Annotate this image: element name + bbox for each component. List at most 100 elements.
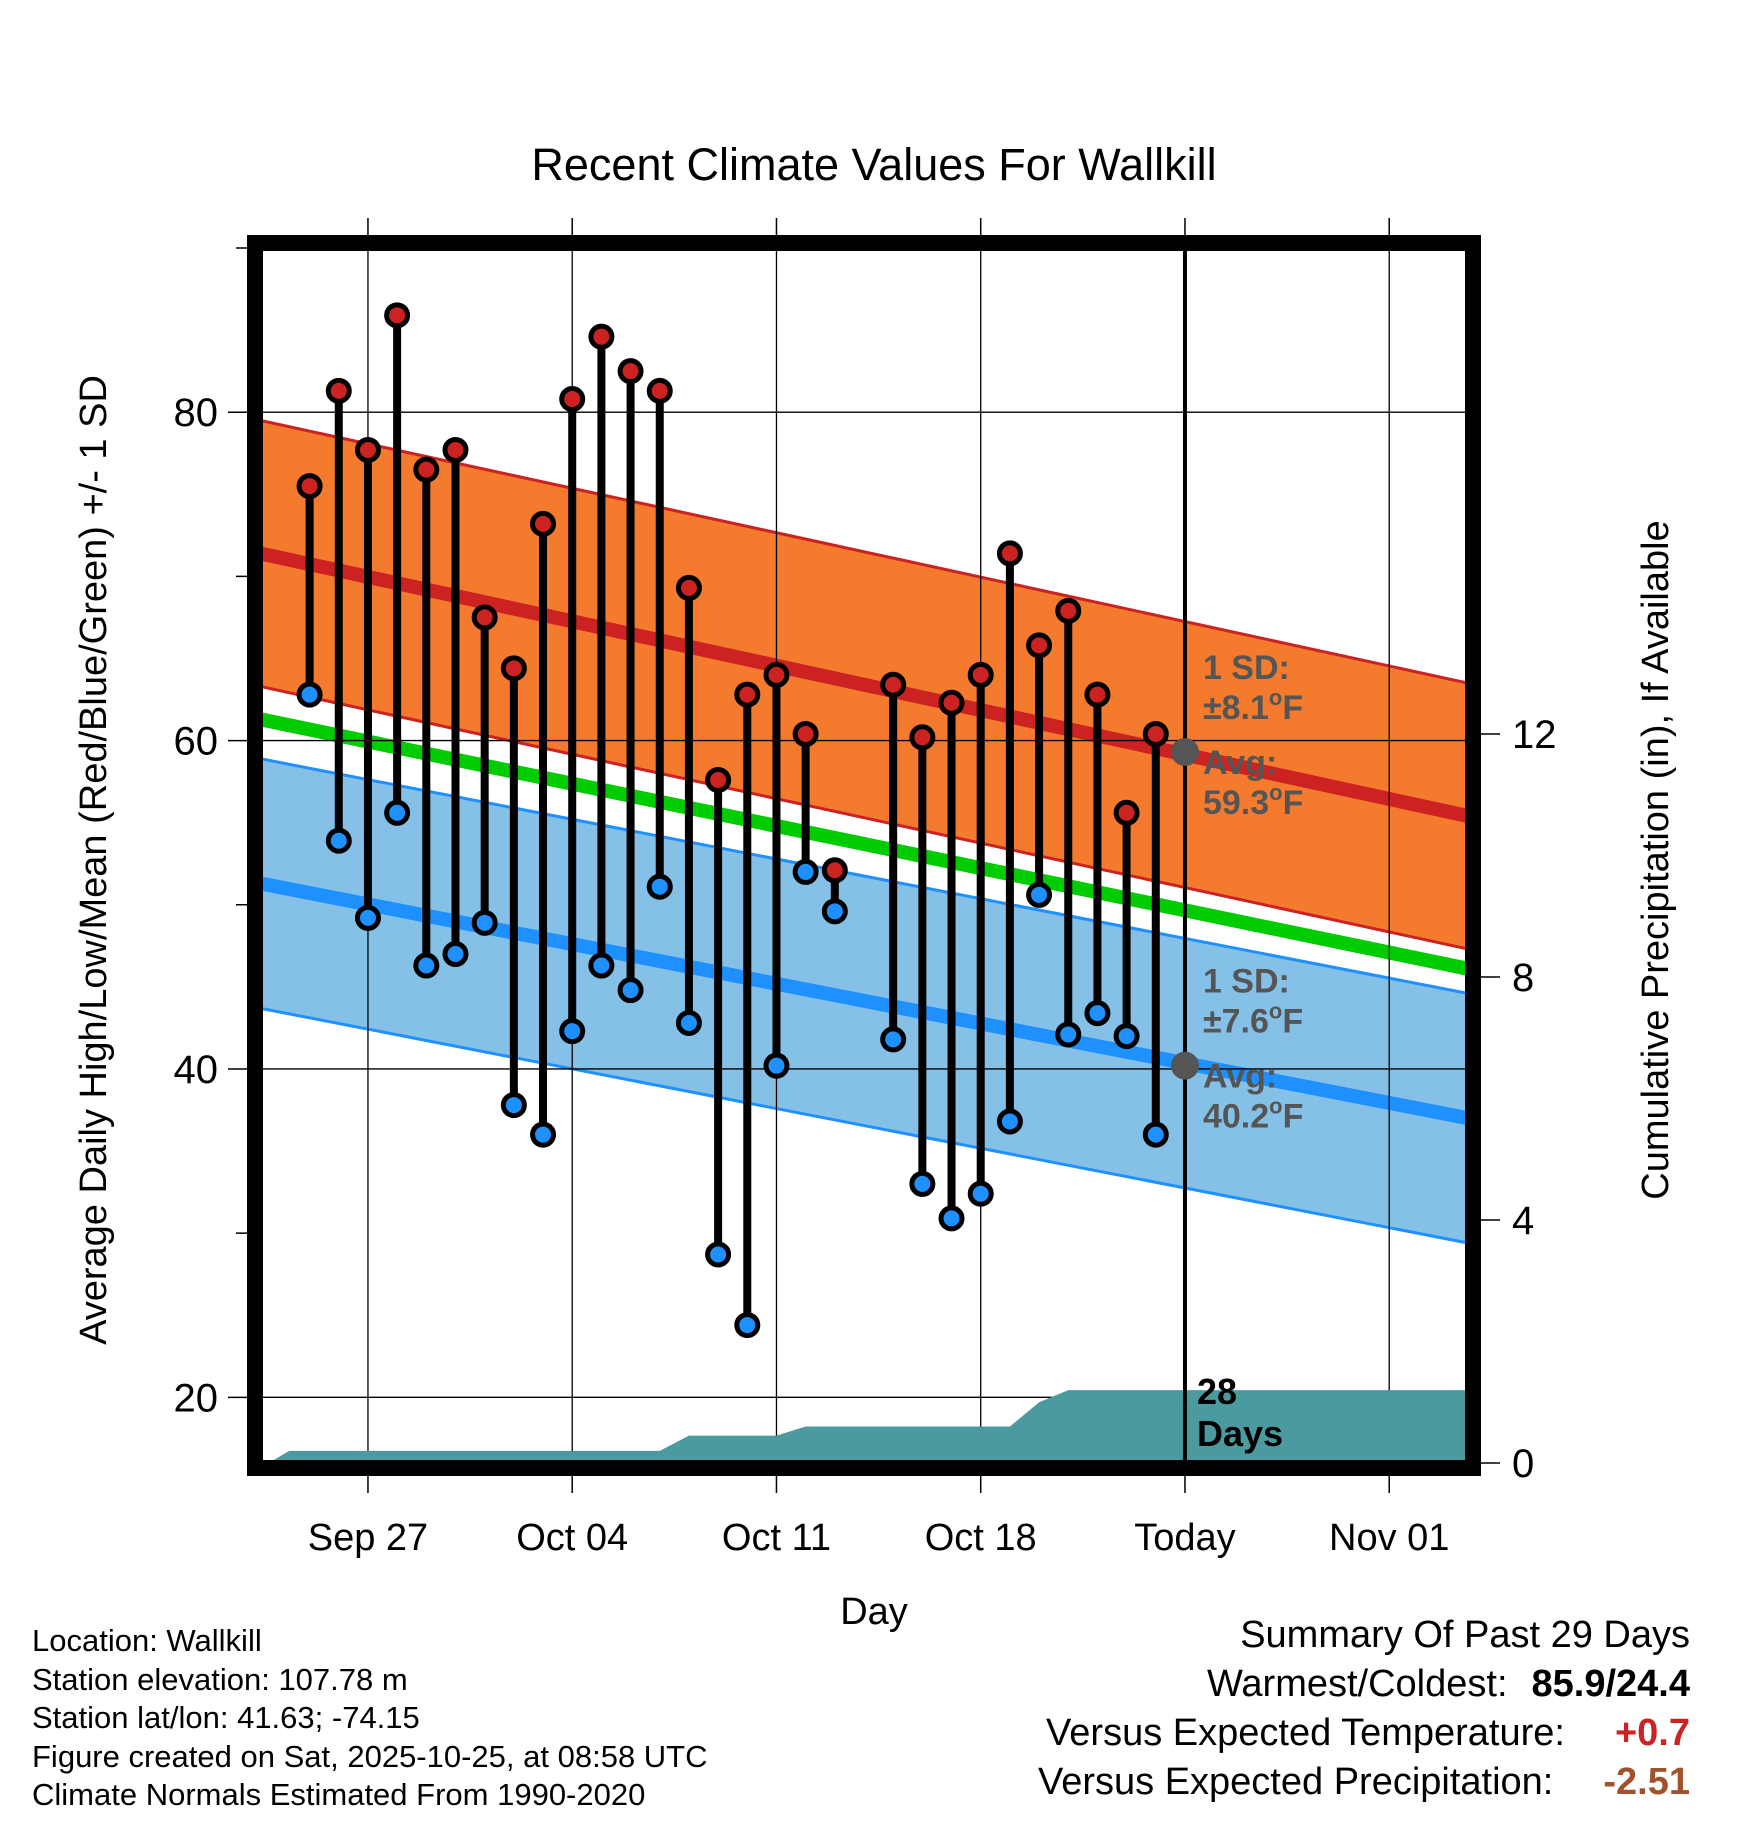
daily-high-point [734,681,761,708]
x-tick-label: Sep 27 [308,1517,428,1559]
daily-high-point [675,574,702,601]
daily-low-point [996,1108,1023,1135]
daily-low-point [675,1009,702,1036]
daily-low-point [646,873,673,900]
daily-high-point [1055,597,1082,624]
daily-high-point [938,689,965,716]
daily-high-point [559,386,586,413]
daily-high-point [617,358,644,385]
daily-high-point [530,510,557,537]
info-latlon: Station lat/lon: 41.63; -74.15 [32,1700,420,1735]
daily-low-point [1142,1121,1169,1148]
daily-low-point [559,1018,586,1045]
daily-high-point [354,436,381,463]
high-sd-band-lower-edge [260,684,1468,951]
high-avg-label: Avg: [1203,744,1277,782]
daily-low-point [325,827,352,854]
daily-high-point [1113,799,1140,826]
daily-high-point [1026,632,1053,659]
y2-axis-label: Cumulative Precipitation (in), If Availa… [1635,520,1677,1199]
x-tick-label: Oct 11 [722,1517,831,1559]
daily-low-point [296,681,323,708]
low-sd-band-upper-edge [260,757,1468,995]
daily-high-point [880,671,907,698]
info-created: Figure created on Sat, 2025-10-25, at 08… [32,1738,708,1774]
daily-high-point [792,721,819,747]
daily-high-point [325,377,352,404]
daily-low-point [705,1241,732,1268]
low-sd-band-lower-edge [260,1006,1468,1245]
daily-high-point [1084,681,1111,708]
daily-low-point [1084,1000,1111,1027]
daily-low-point [938,1205,965,1232]
daily-low-point [1026,881,1053,908]
normal-low-line [260,876,1468,1126]
days-count-value: 28 [1197,1371,1237,1412]
daily-high-point [296,473,323,500]
daily-low-point [471,909,498,936]
today-low-avg-marker [1170,1051,1199,1080]
warm-cold-label: Warmest/Coldest: [1206,1663,1508,1705]
low-avg-value: 40.2oF [1203,1094,1303,1136]
x-tick-label: Today [1134,1517,1235,1559]
x-axis-label: Day [840,1591,908,1633]
daily-high-point [588,323,615,350]
daily-high-point [413,456,440,483]
temp-value: +0.7 [1614,1712,1690,1754]
precip-value: -2.51 [1603,1761,1690,1803]
high-sd-label: 1 SD: [1203,649,1290,687]
y2-tick-label: 12 [1512,713,1557,757]
y-tick-label: 20 [174,1376,219,1420]
x-tick-label: Oct 04 [516,1517,628,1559]
daily-low-point [500,1092,527,1119]
low-sd-value: ±7.6oF [1203,999,1303,1041]
normal-mean-line [260,712,1468,976]
y-tick-label: 60 [174,720,219,764]
warm-cold-value: 85.9/24.4 [1531,1663,1690,1705]
y2-tick-label: 4 [1512,1199,1534,1243]
today-high-avg-marker [1170,738,1199,767]
low-sd-label: 1 SD: [1203,963,1290,1001]
precipitation-area [260,1390,1468,1463]
y-tick-label: 40 [174,1048,219,1092]
normal-high-line [260,546,1468,823]
daily-low-point [763,1052,790,1079]
daily-high-point [384,302,411,329]
daily-low-point [588,952,615,979]
info-elevation: Station elevation: 107.78 m [32,1661,408,1697]
days-count-label: Days [1197,1413,1283,1454]
station-info: Location: Wallkill Station elevation: 10… [32,1622,708,1815]
daily-low-point [792,858,819,885]
daily-high-point [500,655,527,682]
daily-high-point [996,540,1023,567]
info-normals: Climate Normals Estimated From 1990-2020 [32,1777,646,1812]
high-sd-value: ±8.1oF [1203,685,1303,727]
daily-high-point [763,661,790,688]
daily-low-point [1113,1023,1140,1050]
daily-high-point [646,377,673,404]
daily-low-point [384,799,411,826]
daily-high-point [1142,721,1169,747]
y2-tick-label: 0 [1512,1442,1534,1486]
summary-panel: Summary Of Past 29 Days Warmest/Coldest:… [1038,1614,1690,1810]
daily-high-point [442,436,469,463]
daily-low-point [909,1170,936,1197]
high-sd-band-upper-edge [260,418,1468,685]
daily-low-point [530,1121,557,1148]
temp-label: Versus Expected Temperature: [1046,1712,1565,1754]
daily-low-point [821,898,848,925]
daily-low-point [1055,1021,1082,1048]
precip-label: Versus Expected Precipitation: [1037,1761,1554,1803]
info-location: Location: Wallkill [32,1623,262,1658]
y-tick-label: 80 [174,391,219,435]
y-axis-label: Average Daily High/Low/Mean (Red/Blue/Gr… [73,375,115,1345]
y2-tick-label: 8 [1512,956,1534,1000]
daily-high-point [705,766,732,793]
daily-high-point [471,604,498,631]
daily-high-point [821,857,848,884]
daily-high-point [909,724,936,751]
daily-low-point [880,1026,907,1053]
x-tick-label: Nov 01 [1329,1517,1449,1559]
plot-area [260,248,1468,1463]
